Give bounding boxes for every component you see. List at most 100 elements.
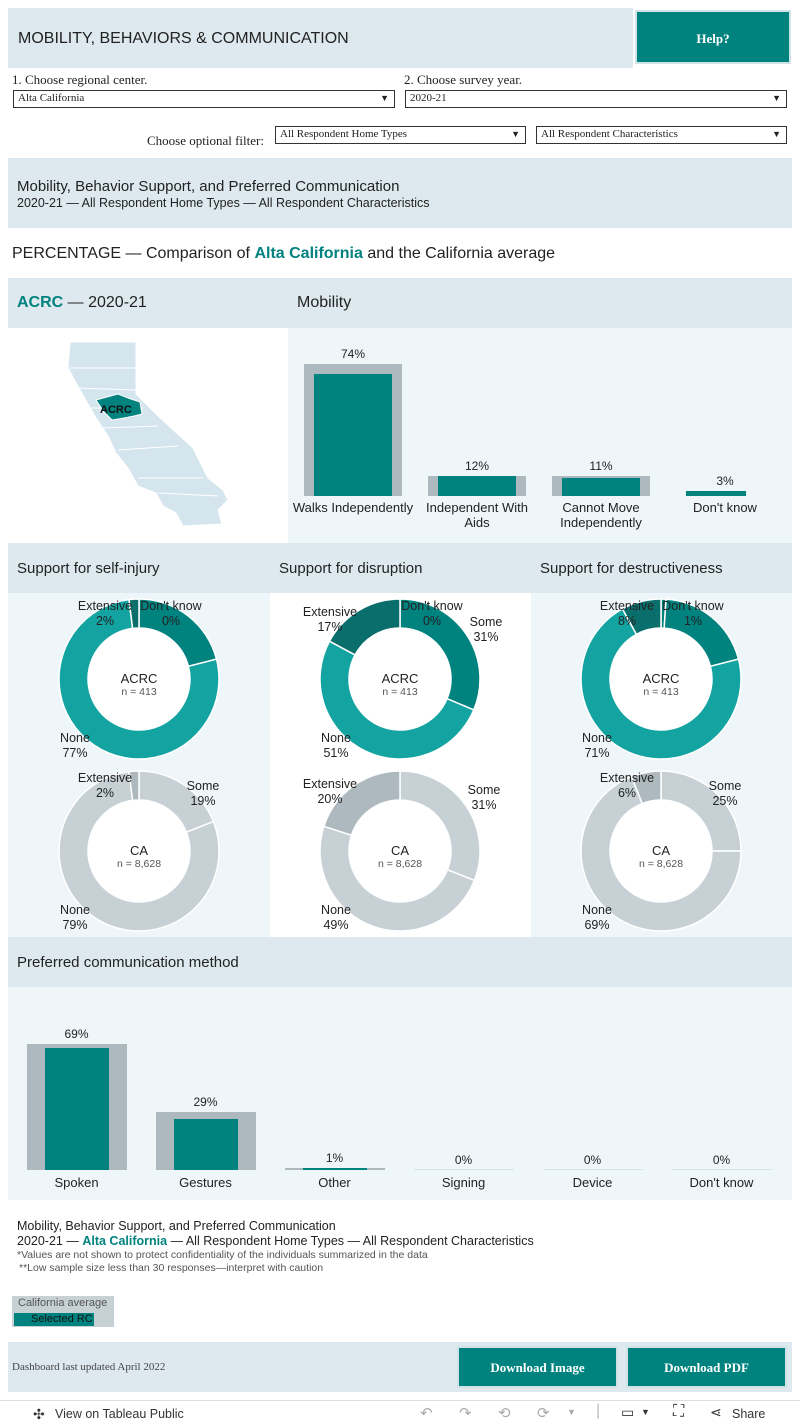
comparison-heading: PERCENTAGE — Comparison of Alta Californ…: [12, 245, 555, 263]
footer-filters: — All Respondent Home Types — All Respon…: [167, 1234, 534, 1248]
section-title: Mobility, Behavior Support, and Preferre…: [17, 178, 400, 195]
communication-category-label: Don't know: [689, 1175, 754, 1190]
mobility-category-line: Walks Independently: [292, 500, 414, 515]
footer-year: 2020-21 —: [17, 1234, 83, 1248]
mobility-value-label: 74%: [340, 347, 366, 361]
view-on-tableau-link[interactable]: View on Tableau Public: [55, 1407, 184, 1421]
map-region-label: ACRC: [100, 404, 132, 416]
mobility-category-line: Aids: [464, 515, 490, 530]
legend: California average Selected RC: [12, 1296, 114, 1327]
mobility-category-label: Cannot Move Independently: [539, 500, 663, 530]
divider-icon: |: [596, 1402, 601, 1419]
region-title: ACRC — 2020-21: [17, 294, 147, 312]
legend-rc-swatch: [14, 1313, 94, 1326]
communication-category-label: Gestures: [179, 1175, 232, 1190]
mobility-bar-rc: [438, 476, 516, 496]
communication-category-label: Device: [572, 1175, 613, 1190]
footer-title: Mobility, Behavior Support, and Preferre…: [17, 1219, 336, 1233]
help-button[interactable]: Help?: [635, 10, 791, 64]
home-type-select[interactable]: All Respondent Home Types ▼: [275, 126, 526, 144]
footer-rc: Alta California: [82, 1234, 168, 1248]
comment-icon[interactable]: ▭: [621, 1404, 635, 1420]
survey-year-select[interactable]: 2020-21 ▼: [405, 90, 787, 108]
fullscreen-icon[interactable]: ⛶: [673, 1403, 685, 1420]
comparison-prefix: PERCENTAGE — Comparison of: [12, 245, 255, 262]
self-injury-panel: [8, 593, 270, 937]
tableau-logo-icon: ✣: [33, 1406, 45, 1422]
share-icon[interactable]: ⋖: [710, 1404, 722, 1420]
region-header: ACRC — 2020-21 Mobility: [8, 278, 792, 328]
characteristics-value: All Respondent Characteristics: [541, 128, 678, 140]
footer-note-sample: **Low sample size less than 30 responses…: [19, 1262, 324, 1274]
donut-section-header: Support for self-injury Support for disr…: [8, 543, 792, 593]
undo-icon[interactable]: ↶: [420, 1405, 433, 1422]
communication-category-label: Other: [318, 1175, 351, 1190]
footer-subtitle: 2020-21 — Alta California — All Responde…: [17, 1234, 534, 1248]
self-injury-title: Support for self-injury: [17, 560, 160, 577]
communication-header: Preferred communication method: [8, 937, 792, 987]
legend-selected-rc: Selected RC: [31, 1313, 93, 1325]
section-subtitle: 2020-21 — All Respondent Home Types — Al…: [17, 196, 430, 210]
mobility-bar-rc: [686, 491, 746, 496]
last-updated: Dashboard last updated April 2022: [12, 1361, 166, 1373]
mobility-value-label: 12%: [464, 459, 490, 474]
comparison-rc: Alta California: [254, 245, 363, 262]
survey-year-value: 2020-21: [410, 92, 447, 104]
communication-value-label: 29%: [193, 1094, 218, 1109]
refresh-menu-icon[interactable]: ▼: [567, 1407, 576, 1417]
communication-value-label: 69%: [64, 1027, 89, 1042]
survey-year-label: 2. Choose survey year.: [404, 72, 523, 87]
communication-value-label: 1%: [325, 1151, 344, 1166]
mobility-category-label: Don't know: [663, 500, 787, 515]
mobility-category-line: Cannot Move: [562, 500, 640, 515]
comparison-suffix: and the California average: [362, 245, 556, 262]
communication-value-label: 0%: [454, 1153, 473, 1167]
mobility-bar-rc: [562, 477, 640, 496]
communication-bar-rc: [302, 1168, 367, 1170]
communication-title: Preferred communication method: [17, 954, 239, 971]
section-header: Mobility, Behavior Support, and Preferre…: [8, 158, 792, 228]
regional-center-select[interactable]: Alta California ▼: [13, 90, 395, 108]
download-pdf-button[interactable]: Download PDF: [626, 1346, 787, 1388]
dashboard-header: MOBILITY, BEHAVIORS & COMMUNICATION: [8, 8, 633, 68]
destructiveness-panel: [531, 593, 792, 937]
chevron-down-icon: ▼: [772, 129, 781, 139]
download-image-button[interactable]: Download Image: [457, 1346, 618, 1388]
redo-icon[interactable]: ↷: [459, 1405, 472, 1422]
mobility-category-label: Walks Independently: [291, 500, 415, 515]
refresh-icon[interactable]: ⟳: [537, 1405, 550, 1422]
disruption-panel: [270, 593, 531, 937]
page-title: MOBILITY, BEHAVIORS & COMMUNICATION: [18, 30, 349, 47]
communication-bar-rc: [44, 1047, 109, 1170]
mobility-category-line: Don't know: [693, 500, 757, 515]
region-year: — 2020-21: [63, 294, 147, 311]
communication-bar-empty: [671, 1169, 772, 1170]
communication-category-label: Spoken: [54, 1175, 99, 1190]
characteristics-select[interactable]: All Respondent Characteristics ▼: [536, 126, 787, 144]
communication-chart: [8, 987, 792, 1200]
communication-value-label: 0%: [583, 1153, 602, 1167]
region-code: ACRC: [17, 294, 64, 311]
tableau-toolbar: ✣ View on Tableau Public ↶ ↷ ⟲ ⟳ ▼ | ▭ ▼…: [0, 1400, 800, 1427]
california-map[interactable]: ACRC: [8, 328, 288, 543]
mobility-category-line: Independent With: [426, 500, 528, 515]
acrc-region: [95, 393, 143, 421]
regional-center-value: Alta California: [18, 92, 85, 104]
revert-icon[interactable]: ⟲: [498, 1405, 511, 1422]
share-button[interactable]: Share: [732, 1407, 766, 1421]
chevron-down-icon: ▼: [511, 129, 520, 139]
communication-bar-rc: [173, 1118, 238, 1170]
communication-category-label: Signing: [441, 1175, 486, 1190]
mobility-title: Mobility: [297, 294, 352, 311]
communication-value-label: 0%: [712, 1153, 731, 1167]
mobility-value-label: 3%: [716, 474, 734, 489]
destructiveness-title: Support for destructiveness: [540, 560, 723, 577]
comment-menu-icon[interactable]: ▼: [641, 1407, 650, 1417]
mobility-category-line: Independently: [560, 515, 642, 530]
chevron-down-icon: ▼: [772, 93, 781, 103]
optional-filter-label: Choose optional filter:: [147, 133, 264, 148]
communication-bar-empty: [413, 1169, 514, 1170]
california-map-shape: [67, 341, 229, 527]
mobility-category-label: Independent With Aids: [415, 500, 539, 530]
chevron-down-icon: ▼: [380, 93, 389, 103]
